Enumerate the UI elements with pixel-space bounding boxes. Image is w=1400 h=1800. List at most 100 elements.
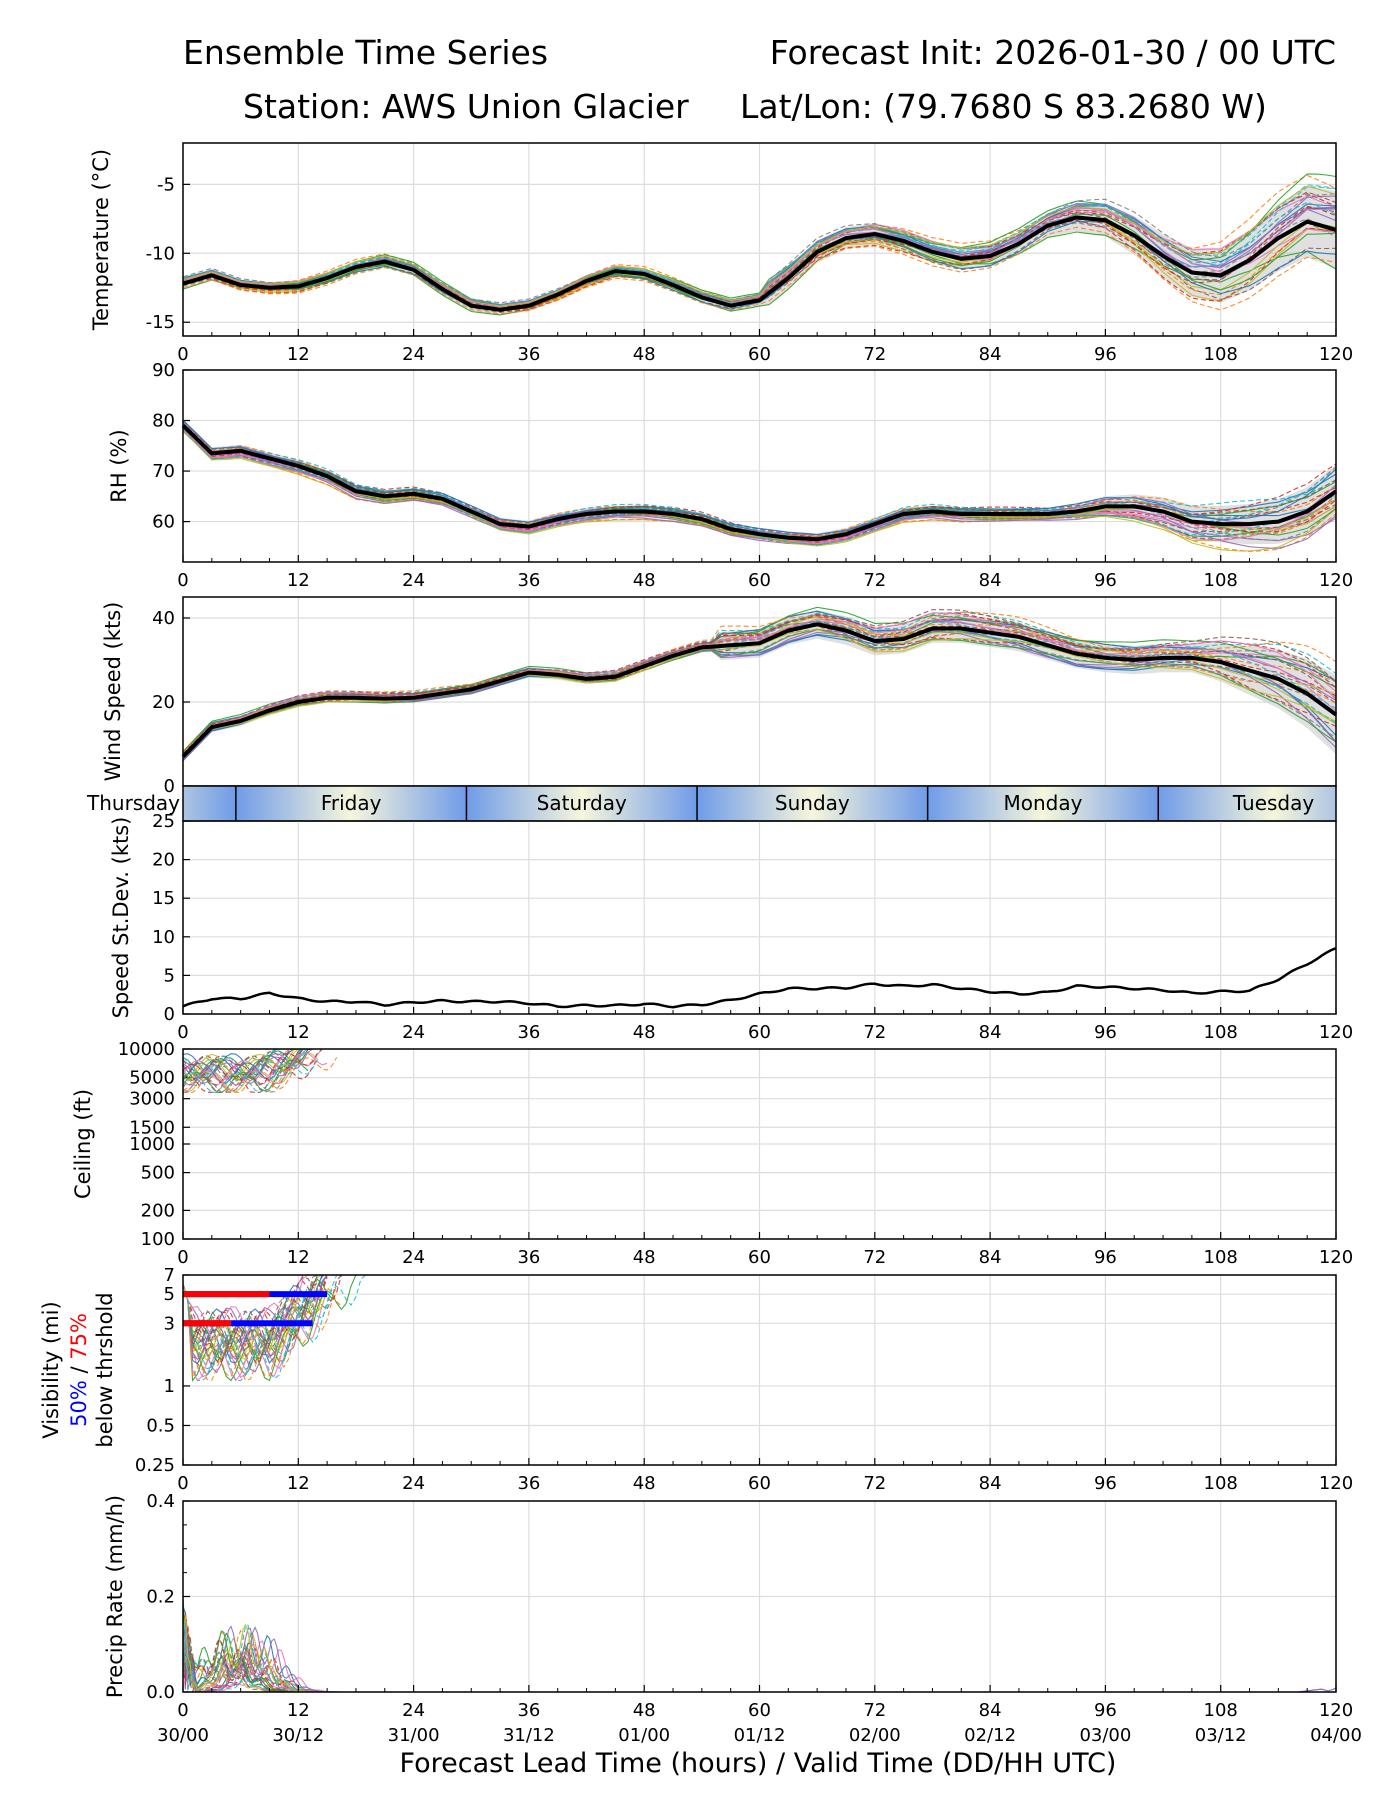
y-tick-label: 0.5 xyxy=(146,1415,175,1436)
ensemble-member-line xyxy=(182,185,1337,307)
stdev-line xyxy=(182,947,1337,1009)
panel-rh: 60 70 80 90 RH (%) 0 12 24 36 48 60 72 84 96 108 120 xyxy=(107,360,1353,591)
ensemble-member-line xyxy=(182,612,1337,755)
x-tick-label: 84 xyxy=(979,570,1002,591)
day-label: Sunday xyxy=(775,791,850,815)
x-tick-label: 96 xyxy=(1094,1473,1117,1494)
ensemble-member-line xyxy=(182,427,1337,549)
y-tick-label: 10 xyxy=(152,927,175,948)
x-tick-label: 24 xyxy=(402,1022,425,1043)
x-tick-label: 48 xyxy=(633,570,656,591)
ensemble-member-line xyxy=(182,1274,304,1343)
x-tick-label: 12 xyxy=(287,1700,310,1721)
valid-time-label: 01/00 xyxy=(618,1725,670,1746)
station-label: Station: AWS Union Glacier xyxy=(243,87,689,126)
title-right: Forecast Init: 2026-01-30 / 00 UTC xyxy=(770,33,1336,72)
ensemble-member-line xyxy=(182,1283,314,1374)
x-tick-label: 84 xyxy=(979,1247,1002,1268)
y-tick-label: 90 xyxy=(152,360,175,381)
ensemble-member-line xyxy=(182,1274,319,1348)
valid-time-label: 01/12 xyxy=(734,1725,786,1746)
x-tick-label: 12 xyxy=(287,344,310,365)
x-tick-label: 48 xyxy=(633,1473,656,1494)
ensemble-member-line xyxy=(1297,1687,1337,1693)
x-tick-label: 0 xyxy=(177,1700,188,1721)
y-tick-label: -5 xyxy=(157,174,175,195)
y-axis-label: Visibility (mi) xyxy=(39,1301,63,1438)
day-label: Friday xyxy=(321,791,382,815)
valid-time-label: 03/00 xyxy=(1079,1725,1131,1746)
x-tick-label: 108 xyxy=(1204,1022,1238,1043)
x-tick-label: 108 xyxy=(1204,1700,1238,1721)
y-tick-label: 70 xyxy=(152,461,175,482)
ensemble-member-line xyxy=(183,1057,338,1093)
y-tick-label: 1500 xyxy=(129,1117,175,1138)
ensemble-member-line xyxy=(182,1060,304,1093)
ensemble-member-line xyxy=(182,1052,328,1092)
x-tick-label: 72 xyxy=(863,344,886,365)
x-tick-label: 24 xyxy=(402,1473,425,1494)
panel-wind: 0 20 40 Wind Speed (kts) xyxy=(101,596,1338,797)
title-left: Ensemble Time Series xyxy=(183,33,548,72)
y-tick-label: 200 xyxy=(141,1200,175,1221)
x-tick-label: 12 xyxy=(287,570,310,591)
x-tick-label: 120 xyxy=(1319,1247,1353,1268)
y-tick-label: 20 xyxy=(152,692,175,713)
ensemble-member-line xyxy=(182,1048,294,1078)
ensemble-member-line xyxy=(182,226,1337,315)
x-tick-label: 12 xyxy=(287,1247,310,1268)
x-tick-label: 36 xyxy=(517,1022,540,1043)
x-tick-label: 120 xyxy=(1319,1473,1353,1494)
x-tick-label: 36 xyxy=(517,570,540,591)
x-tick-label: 12 xyxy=(287,1022,310,1043)
x-tick-label: 24 xyxy=(402,1247,425,1268)
x-tick-label: 96 xyxy=(1094,344,1117,365)
day-segment xyxy=(697,786,928,821)
x-tick-label: 120 xyxy=(1319,570,1353,591)
valid-time-label: 02/12 xyxy=(964,1725,1016,1746)
panel-temperature: -15 -10 -5 Temperature (°C) 0 12 24 36 48 60 72 84 9… xyxy=(89,142,1353,365)
x-tick-label: 0 xyxy=(177,1473,188,1494)
ensemble-mean-line xyxy=(182,215,1337,312)
y-axis-label: Precip Rate (mm/h) xyxy=(103,1495,127,1698)
legend-sep: / xyxy=(67,1360,91,1380)
x-tick-label: 72 xyxy=(863,1700,886,1721)
legend-75: 75% xyxy=(67,1313,91,1360)
x-tick-label: 108 xyxy=(1204,344,1238,365)
valid-time-label: 31/00 xyxy=(388,1725,440,1746)
ensemble-member-line xyxy=(182,628,1337,759)
y-tick-label: -15 xyxy=(146,312,175,333)
x-tick-label: 60 xyxy=(748,1473,771,1494)
day-label: Thursday xyxy=(86,791,180,815)
y-tick-label: 0.25 xyxy=(135,1455,175,1476)
ensemble-member-line xyxy=(182,1059,318,1093)
day-segment xyxy=(235,786,467,821)
day-label: Saturday xyxy=(537,791,627,815)
panel-visibility: 0.25 0.5 1 3 57 Visibility (mi) 50% / 75% below… xyxy=(39,1265,1353,1494)
y-tick-label: 3 xyxy=(164,1313,175,1334)
x-tick-label: 60 xyxy=(748,1247,771,1268)
day-label: Tuesday xyxy=(1232,791,1315,815)
ensemble-member-line xyxy=(182,1060,299,1093)
day-band: Thursday Friday Saturday Sunday Monday Tuesda… xyxy=(86,785,1337,822)
ensemble-member-line xyxy=(182,1621,414,1693)
panel-precip: 0.0 0.2 0.4 Precip Rate (mm/h) 0 30/00 12 30/12… xyxy=(103,1491,1362,1746)
x-tick-label: 36 xyxy=(517,1473,540,1494)
day-segment xyxy=(183,786,236,821)
ensemble-member-line xyxy=(182,609,1337,754)
ensemble-member-line xyxy=(182,184,1337,306)
x-tick-label: 60 xyxy=(748,344,771,365)
x-tick-label: 24 xyxy=(402,344,425,365)
y-axis-label: Wind Speed (kts) xyxy=(101,602,125,782)
valid-time-label: 31/12 xyxy=(503,1725,555,1746)
valid-time-label: 30/00 xyxy=(157,1725,209,1746)
y-tick-label: 40 xyxy=(152,608,175,629)
y-tick-label: 500 xyxy=(141,1163,175,1184)
y-tick-label: 3000 xyxy=(129,1089,175,1110)
y-tick-label: 15 xyxy=(152,888,175,909)
y-axis-label: RH (%) xyxy=(107,429,131,502)
ensemble-member-line xyxy=(182,1274,323,1346)
y-tick-label: 25 xyxy=(152,811,175,832)
